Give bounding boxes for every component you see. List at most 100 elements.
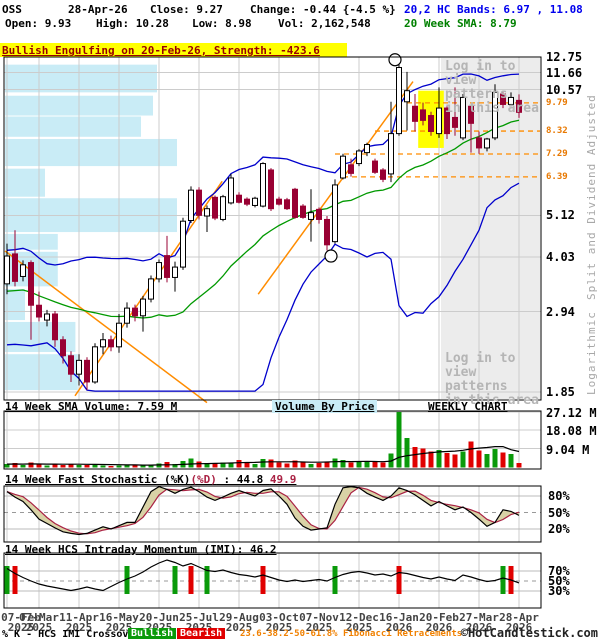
stoch-d-label: (%D) (190, 473, 217, 486)
trend-line (4, 250, 208, 404)
candle-body (492, 91, 498, 139)
price-axis-label: 10.57 (546, 82, 583, 97)
candle-body (44, 313, 50, 321)
login-line: Log in to (445, 59, 516, 74)
x-axis-tick-year: 2026 (385, 621, 413, 634)
candle-body (508, 96, 514, 105)
candle-body (100, 339, 106, 348)
bullish-badge: Bullish (128, 628, 177, 639)
hc-bands-value: 20,2 HC Bands: 6.97 , 11.08 (404, 3, 583, 16)
sma-line (6, 119, 520, 319)
x-axis-tick-year: 2025 (305, 621, 333, 634)
imi-panel-header: 14 Week HCS Intraday Momentum (IMI): 46.… (5, 543, 277, 556)
vbp-band (5, 138, 177, 167)
x-axis-tick-date: 20-Feb (419, 611, 459, 624)
x-axis-tick-year: 2025 (345, 621, 373, 634)
imi-signal-bar (396, 566, 402, 594)
stoch-panel-frame (3, 485, 542, 543)
volume-bar (372, 461, 378, 468)
x-axis-tick-date: 03-Oct (259, 611, 299, 624)
pattern-marker (388, 53, 402, 67)
vbp-band (5, 116, 141, 137)
candle-body (428, 115, 434, 132)
x-axis-tick-year: 2025 (65, 621, 93, 634)
price-axis-label: 5.12 (546, 208, 575, 223)
volume-bar (36, 464, 42, 468)
crossover-legend: % K - HCS IMI Crossover, (2, 629, 147, 640)
volume-sma-line (6, 446, 520, 466)
x-axis-tick-date: 07-Mar (19, 611, 59, 624)
x-axis-tick-year: 2026 (465, 621, 493, 634)
volume-bar (140, 464, 146, 468)
login-line: view patterns (445, 365, 508, 394)
candle-body (252, 197, 258, 206)
volume-panel-header: 14 Week SMA Volume: 7.59 M (5, 400, 178, 413)
candle-body (436, 107, 442, 135)
volume-axis-label: 27.12 M (546, 406, 597, 420)
volume-value: Vol: 2,162,548 (278, 17, 371, 30)
imi-signal-bar (172, 566, 178, 594)
volume-bar (500, 452, 506, 468)
vbp-label: Volume By Price (272, 400, 378, 413)
candle-body (140, 298, 146, 317)
imi-axis-label: 30% (548, 584, 570, 598)
imi-axis-label: 70% (548, 564, 570, 578)
login-line: in this area (445, 101, 539, 116)
bollinger-upper (6, 73, 520, 266)
x-axis-tick-date: 25-Jul (179, 611, 219, 624)
candle-body (316, 208, 322, 220)
candle-body (164, 255, 170, 278)
candle-body (236, 194, 242, 203)
volume-bar (444, 452, 450, 468)
candle-body (188, 189, 194, 221)
volume-bar (324, 461, 330, 468)
volume-bar (356, 461, 362, 468)
volume-bar (172, 463, 178, 468)
imi-signal-bar (124, 566, 130, 594)
candle-body (388, 133, 394, 175)
volume-bar (236, 460, 242, 468)
volume-bar (516, 463, 522, 468)
volume-bar (132, 465, 138, 468)
candle-body (404, 90, 410, 103)
candle-body (4, 255, 10, 285)
volume-bar (316, 462, 322, 468)
volume-bar (260, 458, 266, 468)
candle-body (228, 177, 234, 204)
volume-bar (268, 459, 274, 468)
candle-body (52, 313, 58, 341)
volume-bar (252, 463, 258, 468)
login-area (441, 58, 540, 399)
volume-bar (420, 448, 426, 468)
stoch-axis-label: 80% (548, 489, 570, 503)
imi-signal-bar (332, 566, 338, 594)
candle-body (156, 262, 162, 280)
ticker-symbol: OSS (2, 3, 22, 16)
price-axis-label: 12.75 (546, 50, 583, 64)
volume-bar (404, 437, 410, 468)
volume-bar (300, 462, 306, 468)
candle-body (220, 196, 226, 220)
volume-bar (12, 462, 18, 468)
x-axis-tick-date: 20-Jun (139, 611, 179, 624)
volume-bar (340, 459, 346, 468)
x-axis-tick-year: 2025 (7, 621, 35, 634)
volume-bar (4, 463, 10, 468)
quote-date: 28-Apr-26 (68, 3, 128, 16)
candle-body (116, 322, 122, 348)
price-axis-label: 4.03 (546, 249, 575, 264)
x-axis-tick-year: 2025 (25, 621, 53, 634)
fibonacci-legend: 23.6-38.2-50-61.8% Fibonacci Retracement… (240, 629, 463, 639)
volume-bar (84, 465, 90, 468)
volume-bar (52, 464, 58, 468)
x-axis-tick-date: 07-Nov (299, 611, 339, 624)
fib-axis-label: 8.32 (546, 126, 568, 137)
candle-body (444, 107, 450, 135)
imi-line (6, 559, 520, 592)
x-axis-tick-year: 2025 (105, 621, 133, 634)
x-axis-tick-year: 2026 (505, 621, 533, 634)
high-value: High: 10.28 (96, 17, 169, 30)
x-axis-tick-date: 29-Aug (219, 611, 259, 624)
candle-body (132, 307, 138, 317)
